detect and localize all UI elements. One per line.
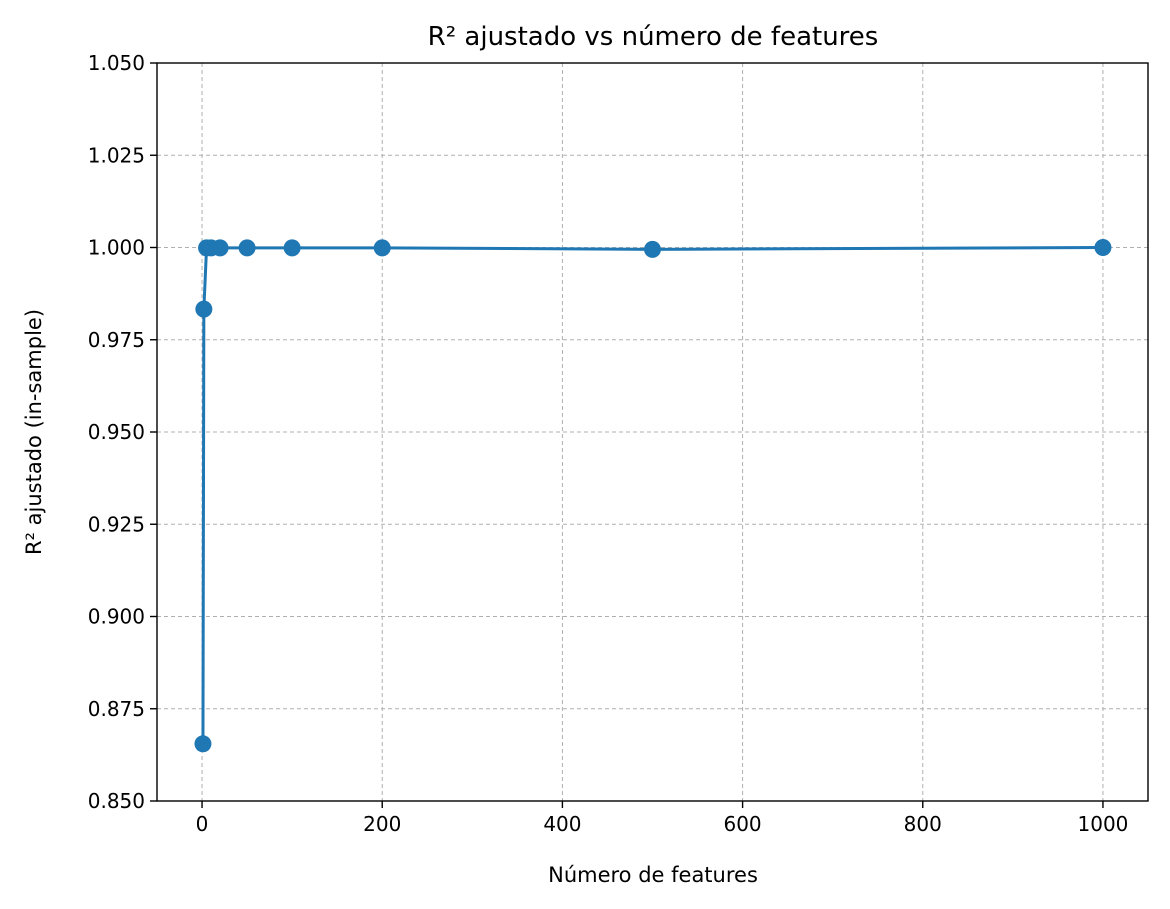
x-tick-label: 400 (543, 812, 581, 836)
grid-layer (157, 62, 1148, 802)
y-tick-label: 1.000 (88, 236, 145, 260)
data-point (283, 239, 301, 257)
data-point (194, 735, 212, 753)
data-point (1094, 239, 1112, 256)
x-tick-label: 1000 (1078, 812, 1129, 836)
y-tick-label: 0.950 (88, 420, 145, 444)
x-tick-label: 0 (196, 812, 209, 836)
y-tick-label: 0.875 (88, 697, 145, 721)
y-axis-label: R² ajustado (in-sample) (22, 309, 46, 555)
y-tick-label: 1.025 (88, 143, 145, 167)
series-layer (194, 239, 1112, 753)
data-point (195, 300, 213, 318)
x-axis-label: Número de features (548, 863, 758, 887)
ticks-layer: 0 200 400 600 800 1000 0.850 0.875 0.900 0.925 0.9… (88, 51, 1129, 836)
y-tick-label: 1.050 (88, 51, 145, 75)
y-tick-label: 0.850 (88, 789, 145, 813)
y-tick-label: 0.925 (88, 512, 145, 536)
chart-title: R² ajustado vs número de features (428, 22, 879, 52)
data-point (644, 240, 661, 258)
x-tick-label: 200 (363, 812, 401, 836)
x-tick-label: 600 (723, 812, 761, 836)
series-line (201, 246, 1103, 744)
data-point (238, 239, 256, 257)
y-tick-label: 0.975 (88, 328, 145, 352)
data-point (211, 239, 229, 257)
x-tick-label: 800 (904, 812, 942, 836)
data-point (373, 239, 391, 257)
y-tick-label: 0.900 (88, 605, 145, 629)
